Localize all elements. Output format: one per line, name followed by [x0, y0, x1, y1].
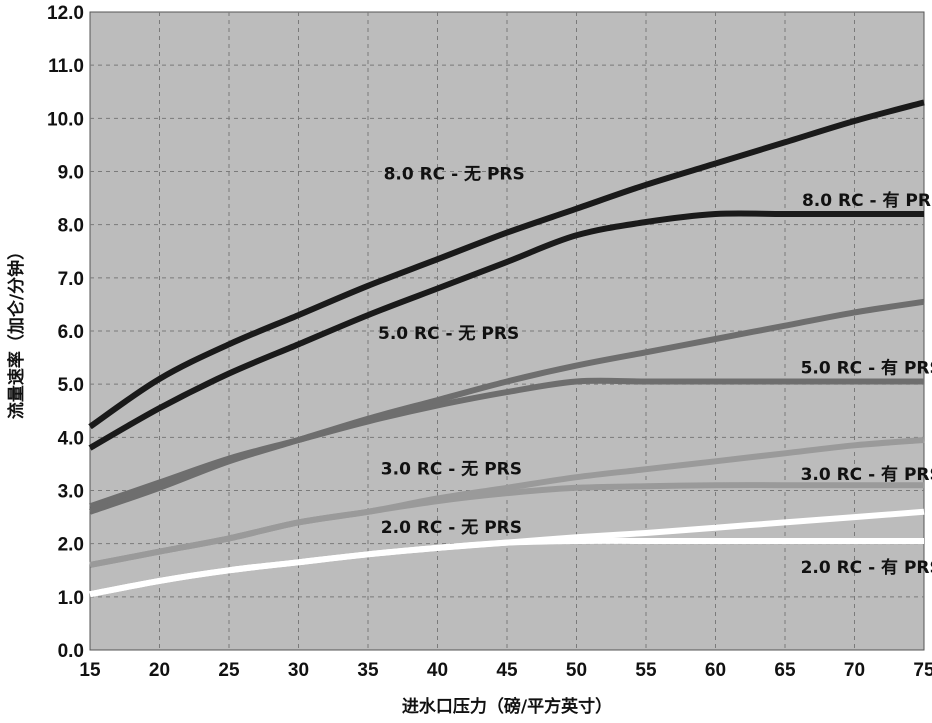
y-tick-label: 0.0 [58, 641, 84, 662]
y-tick-label: 7.0 [58, 269, 84, 290]
series-label: 5.0 RC - 无 PRS [378, 324, 519, 344]
series-label: 5.0 RC - 有 PRS [801, 358, 932, 379]
x-tick-label: 45 [496, 660, 518, 681]
y-tick-label: 8.0 [58, 216, 84, 237]
series-label: 3.0 RC - 有 PRS [801, 464, 932, 485]
series-line-4 [89, 377, 924, 510]
y-tick-label: 3.0 [58, 482, 84, 503]
series-line-1 [88, 99, 925, 430]
series-label: 3.0 RC - 无 PRS [381, 460, 522, 480]
y-tick-label: 10.0 [47, 109, 84, 130]
series-label: 2.0 RC - 无 PRS [381, 518, 522, 538]
y-tick-label: 11.0 [48, 56, 84, 77]
y-tick-label: 5.0 [58, 375, 84, 396]
series-label: 2.0 RC - 有 PRS [801, 557, 932, 578]
x-tick-label: 50 [566, 660, 587, 681]
x-tick-label: 75 [913, 660, 932, 681]
series-lines [88, 99, 925, 598]
x-tick-labels: 15 20 25 30 35 40 45 50 55 60 65 70 75 [79, 660, 932, 681]
x-tick-label: 55 [635, 660, 657, 681]
series-label: 8.0 RC - 有 PRS [802, 190, 932, 211]
series-line-2 [88, 210, 924, 451]
x-axis-title: 进水口压力（磅/平方英寸） [402, 696, 612, 717]
series-line-8 [89, 537, 924, 598]
x-tick-label: 60 [705, 660, 726, 681]
x-tick-label: 20 [149, 660, 170, 681]
y-tick-labels: 0.0 1.0 2.0 3.0 4.0 5.0 6.0 7.0 8.0 9.0 10.0 11.0 12… [47, 3, 84, 662]
y-tick-label: 12.0 [47, 3, 84, 24]
y-tick-label: 9.0 [58, 163, 84, 184]
x-tick-label: 65 [774, 660, 796, 681]
y-tick-label: 4.0 [58, 428, 84, 449]
y-axis-title: 流量速率（加仑/分钟） [6, 243, 27, 419]
x-tick-label: 70 [844, 660, 865, 681]
y-tick-label: 2.0 [58, 535, 84, 556]
x-tick-label: 35 [357, 660, 379, 681]
series-labels: 8.0 RC - 无 PRS 8.0 RC - 有 PRS 5.0 RC - 无 P… [378, 164, 932, 577]
y-tick-label: 1.0 [58, 588, 84, 609]
y-tick-label: 6.0 [58, 322, 84, 343]
x-tick-label: 15 [79, 660, 101, 681]
x-tick-label: 40 [427, 660, 448, 681]
x-tick-label: 25 [218, 660, 240, 681]
series-line-6 [89, 482, 924, 568]
x-tick-label: 30 [288, 660, 309, 681]
series-label: 8.0 RC - 无 PRS [384, 164, 525, 184]
